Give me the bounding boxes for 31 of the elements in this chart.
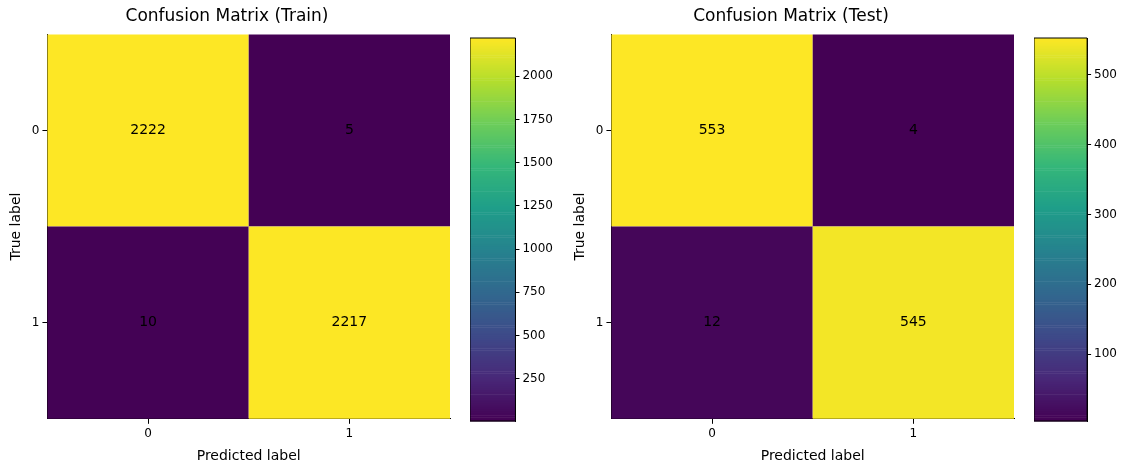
color-bar-label: 1500 (522, 154, 554, 169)
color-bar-label: 1250 (522, 198, 554, 213)
chart-title: Confusion Matrix (Train) (125, 4, 329, 25)
color-bar-label: 200 (1094, 276, 1117, 291)
chart-title: Confusion Matrix (Test) (693, 4, 889, 25)
color-bar-label: 300 (1094, 206, 1117, 221)
color-bar-label: 500 (522, 327, 546, 342)
color-bar-label: 2000 (522, 68, 554, 83)
x-axis-title: Predicted label (196, 447, 301, 464)
data-label: 2222 (130, 121, 166, 138)
data-label: 12 (703, 313, 721, 330)
x-tick-label: 1 (345, 426, 354, 441)
color-bar-label: 500 (1094, 67, 1117, 82)
y-axis-title: True label (7, 192, 24, 262)
data-label: 545 (899, 313, 927, 330)
color-bar-label: 400 (1094, 136, 1117, 151)
color-bar-label: 750 (522, 284, 546, 299)
data-label: 4 (908, 121, 918, 138)
x-tick-label: 1 (909, 426, 918, 441)
color-bar-label: 1750 (522, 111, 554, 126)
data-label: 2217 (331, 313, 368, 330)
color-bar-label: 1000 (522, 241, 554, 256)
data-label: 10 (139, 313, 157, 330)
x-tick-label: 0 (708, 426, 716, 441)
x-axis-title: Predicted label (760, 447, 865, 464)
data-label: 553 (698, 121, 726, 138)
color-bar-label: 100 (1094, 346, 1117, 361)
x-tick-label: 0 (144, 426, 152, 441)
y-axis-title: True label (571, 192, 588, 262)
color-bar-label: 250 (522, 370, 546, 385)
data-label: 5 (344, 121, 354, 138)
